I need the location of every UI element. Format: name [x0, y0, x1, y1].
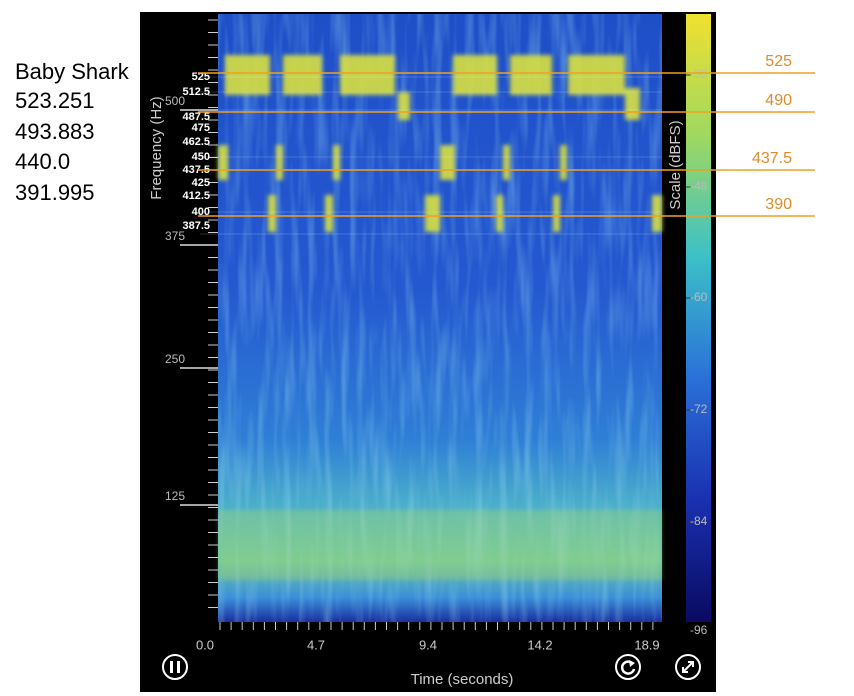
x-axis-label: Time (seconds)	[411, 671, 514, 688]
pause-button[interactable]	[162, 654, 188, 680]
note-blob	[568, 55, 625, 95]
note-blob	[218, 145, 228, 180]
note-blob	[560, 145, 567, 180]
zoom-label: 462.5	[182, 136, 210, 148]
note-blob	[453, 55, 497, 95]
song-title: Baby Shark	[15, 59, 130, 84]
note-frequency: 440.0	[15, 149, 70, 174]
x-tick-label: 14.2	[527, 637, 552, 652]
zoom-label: 487.5	[182, 111, 210, 123]
x-tick-label: 0.0	[196, 637, 214, 652]
note-blob	[425, 195, 440, 232]
note-blob	[283, 55, 322, 95]
note-blob	[510, 55, 552, 95]
zoom-label: 450	[192, 151, 210, 163]
note-blob	[625, 88, 640, 120]
note-frequency: 493.883	[15, 119, 95, 144]
note-blob	[276, 145, 283, 180]
marker-label: 525	[765, 53, 792, 70]
expand-button[interactable]	[675, 654, 701, 680]
refresh-button[interactable]	[615, 654, 641, 680]
note-blob	[496, 195, 503, 232]
low-band	[218, 510, 662, 580]
marker-label: 437.5	[752, 150, 792, 167]
y-tick-label: 375	[165, 229, 185, 243]
scale-tick-label: -60	[690, 290, 708, 304]
note-blob	[398, 92, 410, 120]
scale-label: Scale (dBFS)	[667, 120, 684, 209]
scale-tick-label: -36	[690, 67, 708, 81]
note-energy	[218, 55, 662, 580]
note-blob	[333, 145, 340, 180]
y-tick-label: 500	[165, 94, 185, 108]
note-blob	[503, 145, 510, 180]
zoom-label: 400	[192, 206, 210, 218]
y-tick-label: 125	[165, 489, 185, 503]
note-frequency: 391.995	[15, 180, 95, 205]
y-axis-label: Frequency (Hz)	[148, 96, 165, 199]
scale-tick-label: -72	[690, 402, 708, 416]
x-tick-label: 18.9	[634, 637, 659, 652]
note-blob	[553, 195, 560, 232]
note-blob	[440, 145, 455, 180]
zoom-label: 475	[192, 122, 210, 134]
note-blob	[340, 55, 395, 95]
zoom-label: 412.5	[182, 190, 210, 202]
scale-tick-label: -84	[690, 514, 708, 528]
zoom-label: 525	[192, 71, 210, 83]
note-frequency: 523.251	[15, 88, 95, 113]
x-tick-label: 4.7	[307, 637, 325, 652]
marker-label: 390	[765, 196, 792, 213]
zoom-label: 425	[192, 177, 210, 189]
scale-tick-label: -48	[690, 179, 708, 193]
scale-tick-label: -96	[690, 623, 708, 637]
color-bar	[686, 14, 711, 622]
x-tick-label: 9.4	[419, 637, 437, 652]
note-blob	[652, 195, 662, 232]
note-blob	[325, 195, 333, 232]
note-blob	[225, 55, 270, 95]
note-blob	[268, 195, 276, 232]
zoom-label: 512.5	[182, 86, 210, 98]
marker-label: 490	[765, 92, 792, 109]
zoom-label: 387.5	[182, 220, 210, 232]
zoom-label: 437.5	[182, 164, 210, 176]
y-tick-label: 250	[165, 352, 185, 366]
